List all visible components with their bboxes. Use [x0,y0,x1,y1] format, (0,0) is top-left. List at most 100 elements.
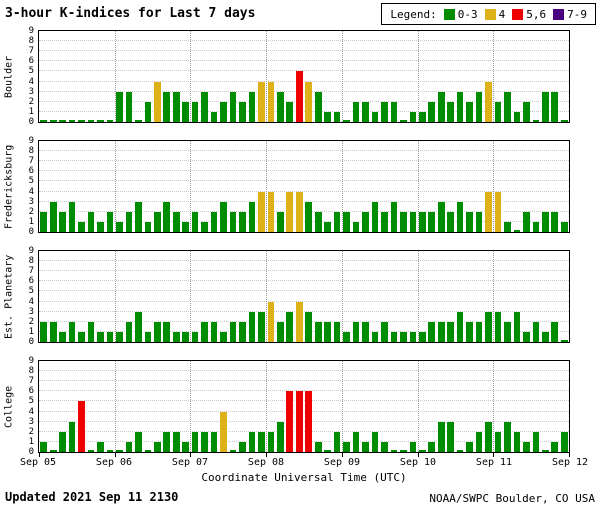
legend-swatch-green [443,8,455,20]
k-index-bar [381,321,388,342]
k-index-bar [40,211,48,232]
y-tick-label: 2 [28,426,34,437]
k-index-bar [201,91,208,122]
k-index-bar [239,211,246,232]
y-tick-label: 0 [28,117,34,127]
k-index-bar [87,450,95,452]
k-index-bar [371,431,379,452]
k-index-bar [267,191,275,232]
k-index-bar [295,301,303,342]
k-index-bar [248,431,256,452]
plot-area-est-planetary [39,251,569,342]
k-index-bar [295,71,303,122]
k-index-bar [362,101,369,122]
k-index-bar [352,321,360,342]
k-index-bar [551,441,559,452]
k-index-bar [40,120,48,122]
y-tick-label: 3 [28,86,34,97]
k-index-bar [418,211,426,232]
h-gridline [39,410,569,412]
k-index-bar [409,331,417,342]
h-gridline [39,440,569,442]
k-index-bar [371,111,379,122]
k-index-bar [456,201,464,232]
x-axis-tick [114,452,116,457]
h-gridline [39,400,569,402]
h-gridline [39,100,569,102]
k-index-bar [239,101,246,122]
k-index-bar [447,421,454,452]
k-index-bar [409,211,417,232]
k-index-bar [560,221,568,232]
k-index-bar [49,201,57,232]
k-index-bar [504,221,511,232]
day-gridline [114,361,116,452]
k-index-bar [428,441,436,452]
credit-text: NOAA/SWPC Boulder, CO USA [429,492,595,505]
k-index-bar [97,221,104,232]
k-index-bar [125,321,133,342]
k-index-bar [78,221,85,232]
k-index-bar [523,101,530,122]
k-index-bar [504,321,511,342]
k-index-bar [106,331,114,342]
k-index-bar [286,101,294,122]
k-index-bar [343,331,350,342]
chart-title: 3-hour K-indices for Last 7 days [5,6,256,21]
k-index-bar [210,211,218,232]
k-index-bar [153,81,161,122]
x-axis-tick [417,452,419,457]
k-index-bar [418,331,426,342]
day-gridline [493,251,495,342]
k-index-bar [277,91,284,122]
k-index-bar [97,120,104,122]
k-index-bar [144,101,152,122]
h-gridline [39,170,569,172]
k-index-bar [286,191,294,232]
k-index-bar [447,321,454,342]
day-gridline [190,141,192,232]
h-gridline [39,290,569,292]
k-index-bar [400,331,407,342]
y-tick-label: 2 [28,206,34,217]
k-index-bar [239,321,246,342]
k-index-bar [494,101,502,122]
k-index-bar [286,311,294,342]
plot-area-fredericksburg [39,141,569,232]
k-index-bar [456,91,464,122]
k-index-bar [40,441,48,452]
k-index-bar [542,91,549,122]
updated-timestamp: Updated 2021 Sep 11 2130 [5,490,179,504]
y-tick-label: 2 [28,316,34,327]
h-gridline [39,210,569,212]
k-index-bar [352,101,360,122]
k-index-bar [466,441,473,452]
k-index-bar [504,91,511,122]
h-gridline [39,270,569,272]
k-index-bar [210,111,218,122]
k-index-bar [220,331,227,342]
h-gridline [39,310,569,312]
h-gridline [39,180,569,182]
k-index-bar [40,321,48,342]
k-index-bar [116,331,123,342]
y-tick-label: 0 [28,337,34,347]
station-label-est-planetary: Est. Planetary [3,254,15,339]
x-tick-label: Sep 12 [551,457,589,468]
day-gridline [114,141,116,232]
k-index-bar [494,311,502,342]
k-index-bar [239,441,246,452]
y-tick-label: 6 [28,56,34,67]
k-index-bar [466,101,473,122]
k-index-bar [343,441,350,452]
k-index-bar [267,301,275,342]
h-gridline [39,60,569,62]
k-index-bar [343,211,350,232]
k-index-bar [362,441,369,452]
k-index-bar [172,91,180,122]
